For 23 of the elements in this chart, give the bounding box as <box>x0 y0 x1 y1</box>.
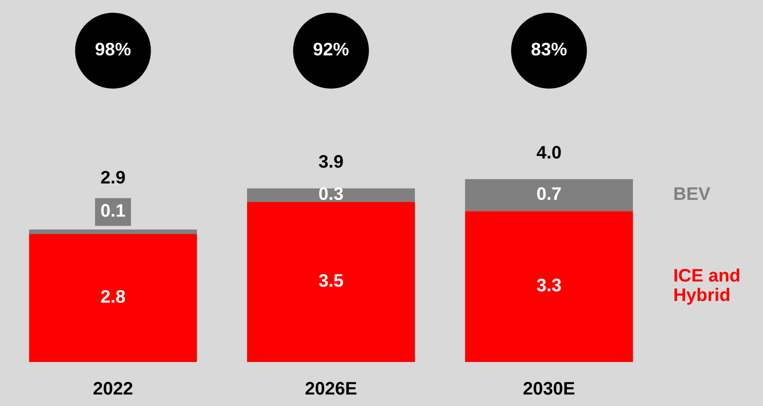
text: 98% <box>96 42 131 56</box>
text: BEV <box>674 187 710 200</box>
bar <box>29 234 197 362</box>
total-label: 4.0 <box>536 146 561 159</box>
data-label: 2.8 <box>101 290 125 303</box>
bar <box>247 188 415 202</box>
bar <box>465 179 633 212</box>
text: ICE and Hybrid <box>674 268 740 305</box>
x-tick-label: 2022 <box>94 382 132 395</box>
bar <box>465 211 633 362</box>
x-tick-label: 2026E <box>306 382 356 395</box>
data-label: 0.3 <box>319 187 343 200</box>
data-label: 3.5 <box>318 274 344 287</box>
bar <box>247 202 415 362</box>
text: 92% <box>314 42 349 56</box>
total-label: 2.9 <box>101 170 125 184</box>
x-tick-label: 2030E <box>524 382 574 395</box>
data-label: 0.1 <box>101 204 126 217</box>
data-label: 0.7 <box>537 187 561 200</box>
text: 83% <box>532 42 567 56</box>
total-label: 3.9 <box>318 155 343 168</box>
bar <box>29 229 197 234</box>
data-label: 3.3 <box>536 278 561 292</box>
